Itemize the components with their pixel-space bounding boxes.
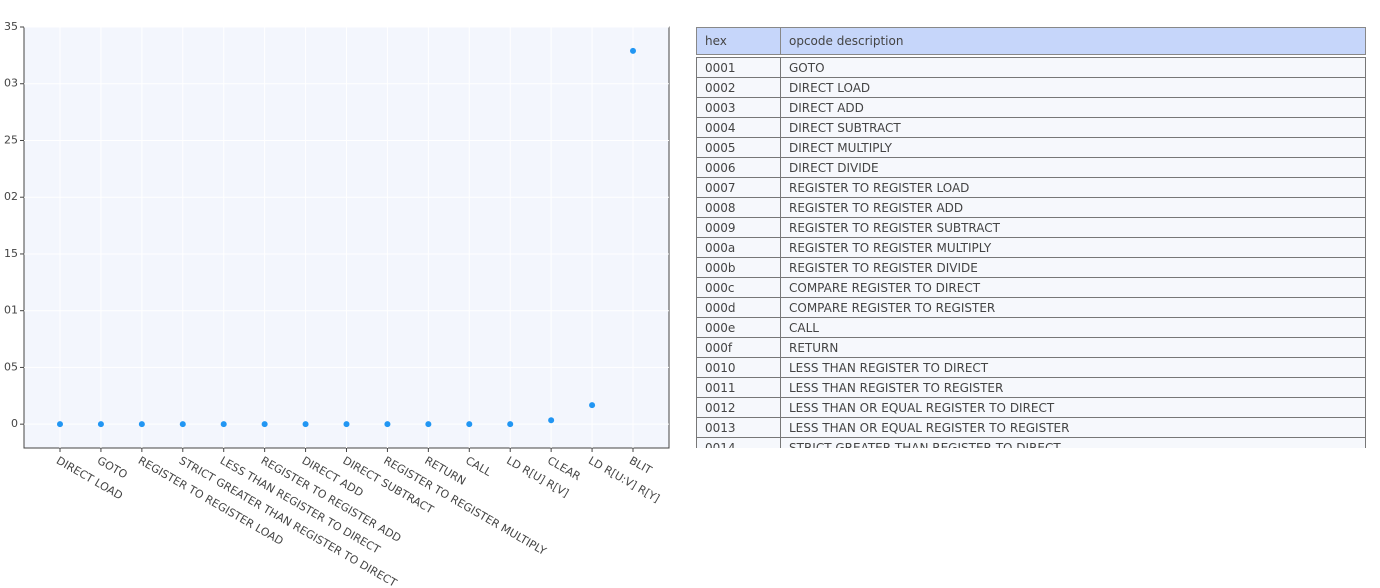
point <box>261 421 268 428</box>
point <box>343 421 350 428</box>
table-cell: 0012 <box>696 397 781 418</box>
table-row: 0007 REGISTER TO REGISTER LOAD <box>696 177 1366 198</box>
table-cell: COMPARE REGISTER TO DIRECT <box>780 277 1366 298</box>
table-row: 0010 LESS THAN REGISTER TO DIRECT <box>696 357 1366 378</box>
table-cell: RETURN <box>780 337 1366 358</box>
table-cell: LESS THAN REGISTER TO REGISTER <box>780 377 1366 398</box>
table-cell: 0002 <box>696 77 781 98</box>
table-row: 000d COMPARE REGISTER TO REGISTER <box>696 297 1366 318</box>
table-body: 0001 GOTO 0002 DIRECT LOAD 0003 DIRECT ADD 000… <box>696 54 1366 448</box>
table-cell: 0001 <box>696 57 781 78</box>
table-cell: 000f <box>696 337 781 358</box>
point <box>220 421 227 428</box>
table-row: 0004 DIRECT SUBTRACT <box>696 117 1366 138</box>
header-cell: hex <box>696 27 781 55</box>
table-row: 000b REGISTER TO REGISTER DIVIDE <box>696 257 1366 278</box>
spacer <box>696 54 1366 58</box>
point <box>425 421 432 428</box>
table-cell: 000e <box>696 317 781 338</box>
table-row: 0009 REGISTER TO REGISTER SUBTRACT <box>696 217 1366 238</box>
table-row: 000e CALL <box>696 317 1366 338</box>
point <box>466 421 473 428</box>
table-row: 000a REGISTER TO REGISTER MULTIPLY <box>696 237 1366 258</box>
table-cell: 0014 <box>696 437 781 448</box>
table-row: 0006 DIRECT DIVIDE <box>696 157 1366 178</box>
table-cell: 0009 <box>696 217 781 238</box>
table-cell: DIRECT MULTIPLY <box>780 137 1366 158</box>
table-cell: 0011 <box>696 377 781 398</box>
header-row: hex opcode description <box>696 27 1366 55</box>
table-container: hex opcode description 0001 GOTO 0002 DIRECT … <box>696 27 1367 448</box>
header-cell: opcode description <box>780 27 1366 55</box>
point <box>57 421 63 428</box>
table-cell: 0006 <box>696 157 781 178</box>
table-row: 0008 REGISTER TO REGISTER ADD <box>696 197 1366 218</box>
table-cell: 0010 <box>696 357 781 378</box>
table-cell: REGISTER TO REGISTER ADD <box>780 197 1366 218</box>
table-cell: 0003 <box>696 97 781 118</box>
y-tick-label: 01 <box>4 304 18 317</box>
table-cell: DIRECT LOAD <box>780 77 1366 98</box>
table-row: 000c COMPARE REGISTER TO DIRECT <box>696 277 1366 298</box>
y-tick-label: 05 <box>4 360 18 373</box>
x-tick-label: BLIT <box>627 454 654 477</box>
table-cell: CALL <box>780 317 1366 338</box>
table-cell: LESS THAN OR EQUAL REGISTER TO REGISTER <box>780 417 1366 438</box>
point <box>179 421 186 428</box>
y-tick-label: 25 <box>4 133 18 146</box>
table-cell: 0008 <box>696 197 781 218</box>
table-row: 0001 GOTO <box>696 57 1366 78</box>
table-row: 0003 DIRECT ADD <box>696 97 1366 118</box>
table-cell: 0013 <box>696 417 781 438</box>
point <box>97 421 104 428</box>
point <box>302 421 309 428</box>
point <box>548 417 555 424</box>
table-cell: LESS THAN REGISTER TO DIRECT <box>780 357 1366 378</box>
table-row: 0012 LESS THAN OR EQUAL REGISTER TO DIREC… <box>696 397 1366 418</box>
table-cell: 000a <box>696 237 781 258</box>
table-cell: REGISTER TO REGISTER MULTIPLY <box>780 237 1366 258</box>
table-cell: 0007 <box>696 177 781 198</box>
table-cell: LESS THAN OR EQUAL REGISTER TO DIRECT <box>780 397 1366 418</box>
table-cell: REGISTER TO REGISTER LOAD <box>780 177 1366 198</box>
table-cell: 000c <box>696 277 781 298</box>
point <box>589 402 596 409</box>
y-tick-label: 35 <box>4 20 18 33</box>
table-row: 0014 STRICT GREATER THAN REGISTER TO DIRE… <box>696 437 1366 448</box>
y-tick-label: 02 <box>4 190 18 203</box>
point <box>507 421 514 428</box>
table-row: 000f RETURN <box>696 337 1366 358</box>
table-cell: DIRECT ADD <box>780 97 1366 118</box>
y-tick-label: 15 <box>4 247 18 260</box>
point <box>384 421 391 428</box>
table-cell: 000d <box>696 297 781 318</box>
y-tick-label: 03 <box>4 77 18 90</box>
table-cell: 0004 <box>696 117 781 138</box>
point <box>630 47 636 54</box>
spacer-cell <box>696 54 1366 58</box>
table-cell: 0005 <box>696 137 781 158</box>
table-cell: REGISTER TO REGISTER DIVIDE <box>780 257 1366 278</box>
table-cell: DIRECT SUBTRACT <box>780 117 1366 138</box>
x-tick-label: LD R[U:V] R[Y] <box>586 454 662 505</box>
table-cell: 000b <box>696 257 781 278</box>
table-row: 0013 LESS THAN OR EQUAL REGISTER TO REGIS… <box>696 417 1366 438</box>
table-row: 0011 LESS THAN REGISTER TO REGISTER <box>696 377 1366 398</box>
table-cell: COMPARE REGISTER TO REGISTER <box>780 297 1366 318</box>
point <box>138 421 145 428</box>
table-cell: DIRECT DIVIDE <box>780 157 1366 178</box>
table-cell: STRICT GREATER THAN REGISTER TO DIRECT <box>780 437 1366 448</box>
table-row: 0005 DIRECT MULTIPLY <box>696 137 1366 158</box>
table-cell: GOTO <box>780 57 1366 78</box>
y-tick-label: 0 <box>11 417 18 430</box>
table-cell: REGISTER TO REGISTER SUBTRACT <box>780 217 1366 238</box>
table-row: 0002 DIRECT LOAD <box>696 77 1366 98</box>
opcode-table: hex opcode description 0001 GOTO 0002 DIRECT … <box>696 27 1366 448</box>
